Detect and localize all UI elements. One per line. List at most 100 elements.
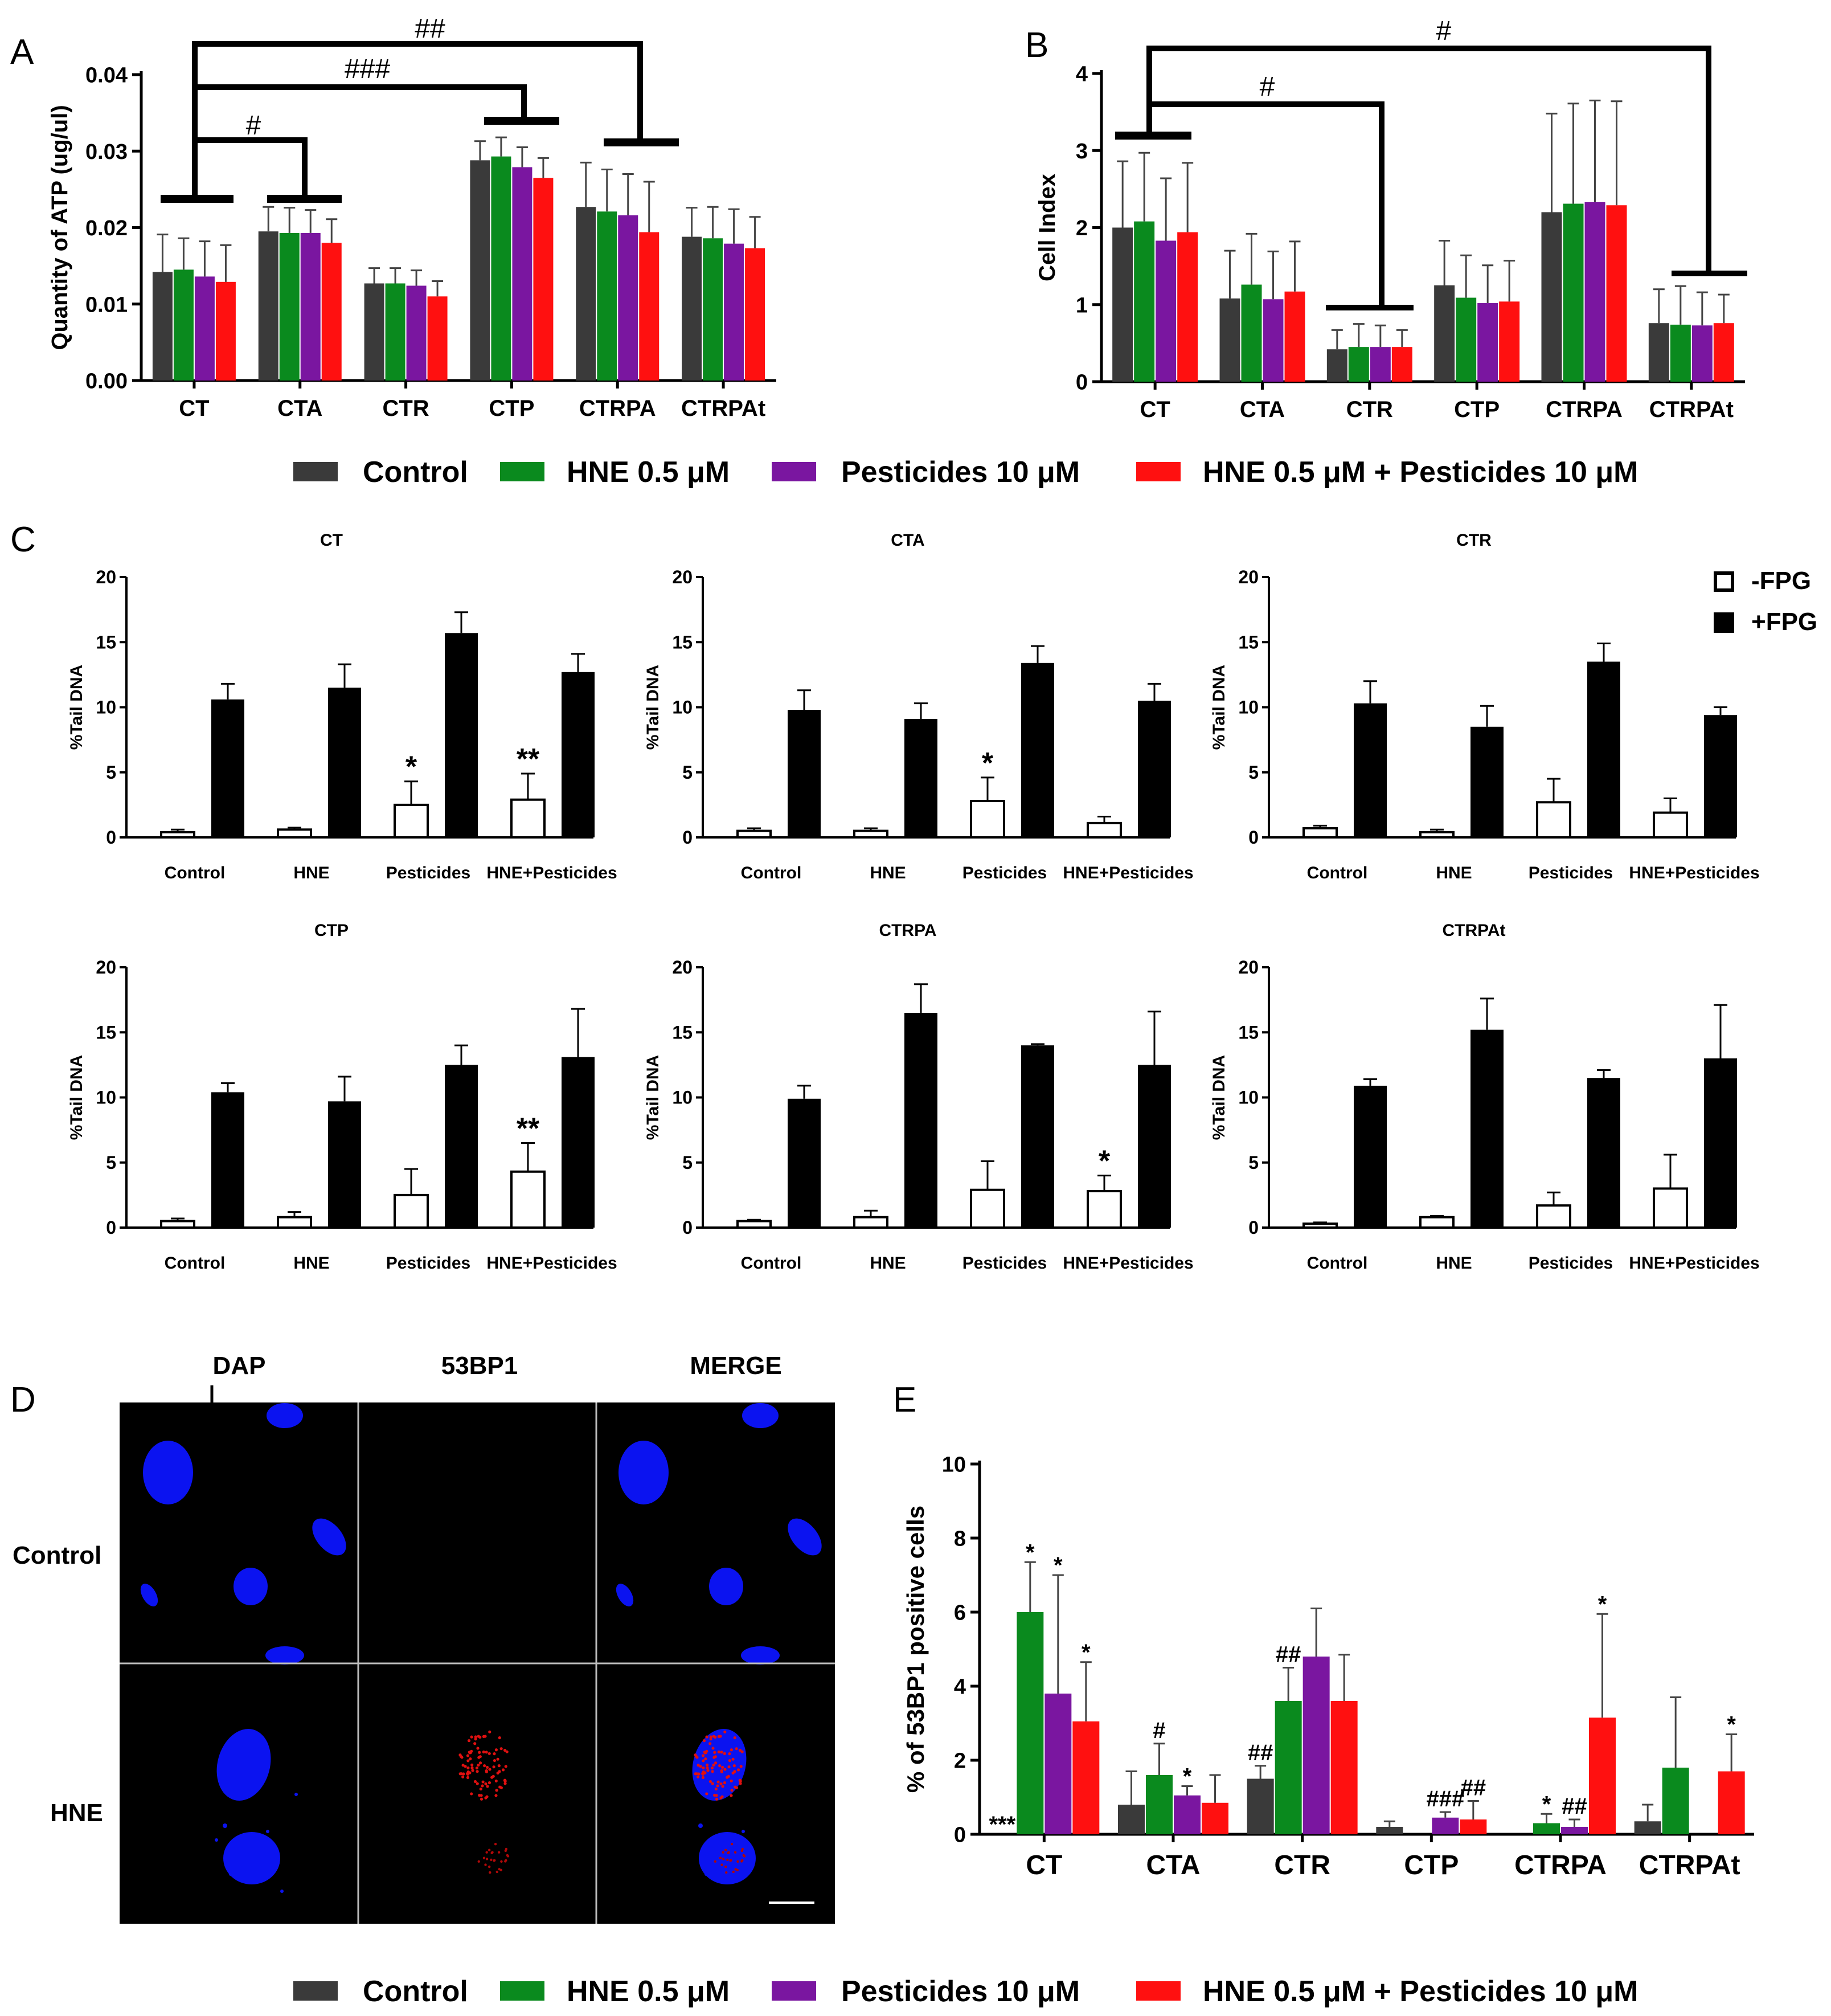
significance-mark: *: [1099, 1145, 1111, 1178]
x-tick-label: HNE+Pesticides: [486, 864, 617, 882]
bar-minus-fpg: [277, 828, 312, 839]
focus-dot: [503, 1748, 507, 1752]
focus-dot: [489, 1871, 491, 1874]
focus-dot: [715, 1797, 719, 1801]
bar-minus-fpg: [853, 829, 888, 839]
bar: [745, 248, 765, 381]
speck: [215, 1838, 218, 1842]
focus-dot: [730, 1748, 733, 1752]
speck: [742, 1830, 745, 1833]
bar: [300, 232, 321, 381]
bar-minus-fpg: [1536, 801, 1571, 839]
bar: [597, 211, 617, 381]
bar: [1561, 1827, 1588, 1834]
image-control-dap: [140, 1403, 346, 1665]
focus-dot: [468, 1751, 471, 1754]
bar: [1072, 1721, 1100, 1834]
legend-label: Control: [363, 456, 468, 489]
x-tick-label: HNE: [293, 1254, 329, 1273]
bar: [703, 238, 723, 381]
bar-minus-fpg: [160, 831, 195, 839]
bar: [1177, 232, 1198, 382]
x-tick-label: CTRPAt: [1639, 1850, 1740, 1880]
focus-dot: [477, 1860, 480, 1863]
y-tick-label: 5: [1248, 1152, 1259, 1173]
y-tick-label: 0.01: [85, 293, 128, 317]
x-tick-label: Pesticides: [386, 864, 470, 882]
subplot-title: CTRPAt: [1442, 921, 1505, 940]
focus-dot: [735, 1786, 738, 1789]
y-axis-title: %Tail DNA: [1210, 1055, 1228, 1140]
y-tick-label: 10: [672, 1087, 693, 1108]
comet-legend: -FPG +FPG: [1714, 567, 1817, 636]
focus-dot: [729, 1859, 732, 1862]
focus-dot: [499, 1868, 503, 1871]
x-tick-label: HNE+Pesticides: [1629, 1254, 1759, 1273]
bar: [1219, 298, 1240, 382]
y-tick-label: 1: [1076, 293, 1088, 317]
x-tick-label: Pesticides: [386, 1254, 470, 1273]
bar: [1691, 325, 1713, 382]
y-tick-label: 0: [1248, 1217, 1259, 1238]
y-tick-label: 20: [672, 567, 693, 587]
focus-dot: [712, 1763, 715, 1767]
bar: [1662, 1768, 1689, 1834]
legend-label: +FPG: [1751, 608, 1817, 636]
focus-dot: [481, 1784, 484, 1788]
bar: [1146, 1775, 1173, 1834]
focus-dot: [491, 1851, 494, 1854]
legend-swatch: [772, 1981, 816, 2001]
bar: [1118, 1805, 1145, 1834]
legend-swatch: [1136, 1981, 1181, 2001]
bar: [427, 296, 448, 381]
panel-label-d: D: [10, 1380, 36, 1420]
focus-dot: [468, 1771, 472, 1774]
focus-dot: [496, 1771, 499, 1775]
row-label-control: Control: [13, 1541, 101, 1569]
chart-comet-grid: CT 0 5 10 15 20 %Tail DNA Control HNE Pesticides *…: [67, 531, 1760, 1273]
focus-dot: [484, 1863, 487, 1866]
bar-plus-fpg: [788, 710, 821, 837]
bar-minus-fpg: [1302, 827, 1338, 839]
y-tick-label: 8: [954, 1527, 966, 1551]
significance-bracket: [1146, 46, 1711, 273]
focus-dot: [492, 1765, 495, 1769]
comet-subplot: CTRPAt 0 5 10 15 20 %Tail DNA Control HNE Pestici…: [1210, 921, 1760, 1273]
focus-dot: [720, 1765, 724, 1769]
comet-subplot: CTR 0 5 10 15 20 %Tail DNA Control HNE Pesticides…: [1210, 531, 1760, 882]
bar: [491, 156, 511, 381]
focus-dot: [731, 1771, 735, 1775]
nucleus: [741, 1646, 780, 1665]
legend-label: -FPG: [1751, 567, 1811, 595]
focus-dot: [474, 1737, 477, 1741]
focus-dot: [717, 1735, 721, 1738]
bar: [1263, 299, 1284, 382]
bar-minus-fpg: [853, 1216, 888, 1229]
y-axis-title: Quantity of ATP (ug/ul): [47, 105, 72, 350]
bar-minus-fpg: [510, 798, 546, 839]
significance-mark: *: [982, 747, 994, 780]
focus-dot: [730, 1794, 733, 1797]
focus-dot: [495, 1870, 498, 1874]
y-tick-label: 20: [96, 567, 116, 587]
focus-dot: [471, 1769, 474, 1772]
legend-swatch: [1714, 612, 1734, 633]
image-hne-merge: [692, 1729, 756, 1884]
bar: [1326, 349, 1347, 382]
focus-dot: [482, 1750, 485, 1754]
focus-dot: [722, 1851, 724, 1854]
panel-label-c: C: [10, 520, 36, 559]
legend-swatch: [293, 1981, 338, 2001]
x-tick-label: Pesticides: [962, 1254, 1047, 1273]
y-tick-label: 0: [682, 1217, 693, 1238]
focus-dot: [506, 1854, 509, 1857]
x-tick-label: CTA: [277, 396, 322, 421]
focus-dot: [730, 1843, 734, 1846]
bar: [1174, 1795, 1201, 1834]
significance-bracket: [192, 41, 643, 142]
legend-label: HNE 0.5 μM + Pesticides 10 μM: [1203, 1975, 1639, 2008]
focus-dot: [720, 1769, 723, 1773]
bar-plus-fpg: [904, 1012, 937, 1228]
focus-dot: [719, 1782, 723, 1786]
